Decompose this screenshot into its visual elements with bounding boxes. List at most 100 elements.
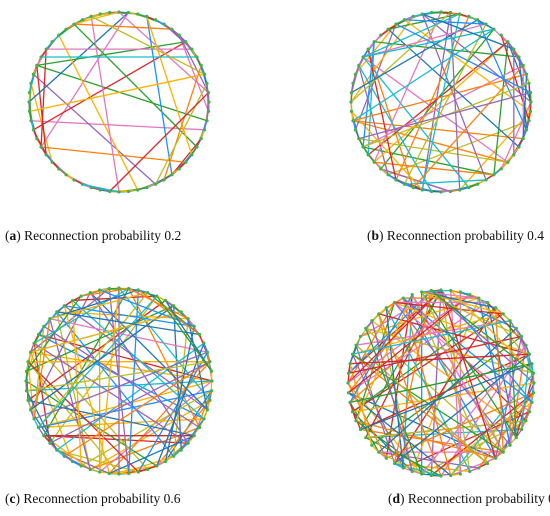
node — [202, 128, 207, 132]
edge — [362, 41, 375, 148]
node — [448, 189, 453, 194]
node — [524, 419, 528, 423]
node — [392, 461, 397, 466]
edge — [25, 295, 82, 372]
edge — [355, 294, 413, 422]
node — [492, 27, 496, 31]
edge — [393, 302, 511, 446]
node — [372, 160, 376, 164]
node — [508, 443, 512, 447]
node — [349, 100, 353, 104]
network — [24, 286, 214, 476]
node — [467, 14, 471, 19]
node — [508, 319, 512, 323]
caption: (c) Reconnection probability 0.6 — [5, 491, 180, 507]
edge — [73, 23, 172, 30]
node — [64, 27, 68, 31]
edge — [29, 73, 205, 113]
node — [162, 178, 166, 182]
node — [366, 153, 370, 157]
node — [28, 408, 33, 412]
node — [420, 290, 424, 294]
edge — [163, 65, 202, 181]
node — [79, 294, 83, 298]
edge — [362, 56, 470, 189]
node — [126, 10, 131, 15]
node — [420, 188, 424, 192]
edge — [80, 390, 212, 467]
node — [146, 467, 150, 472]
node — [117, 190, 121, 194]
node — [24, 379, 28, 383]
edge — [367, 48, 397, 181]
edge — [37, 427, 45, 437]
node — [163, 298, 168, 303]
node — [394, 22, 398, 26]
node — [349, 90, 354, 95]
node — [62, 304, 66, 308]
edge — [156, 295, 213, 372]
edge — [395, 16, 470, 181]
edge — [38, 390, 212, 429]
edge — [358, 91, 531, 140]
node — [530, 400, 534, 404]
node — [494, 456, 498, 460]
node — [358, 334, 363, 339]
edge — [82, 183, 120, 193]
edge — [355, 344, 488, 465]
node — [205, 81, 209, 85]
edge — [412, 64, 524, 189]
edge — [178, 34, 210, 112]
node — [184, 160, 188, 164]
node — [370, 443, 374, 447]
node — [379, 33, 383, 37]
node — [401, 296, 405, 300]
edge — [350, 65, 360, 93]
node — [361, 55, 365, 59]
node — [117, 286, 121, 290]
node — [136, 12, 140, 16]
node — [145, 14, 149, 19]
node — [357, 137, 361, 141]
edge — [128, 289, 139, 474]
caption-value: 0.6 — [163, 491, 181, 506]
node — [210, 379, 214, 383]
node — [205, 350, 210, 354]
edge — [56, 311, 175, 457]
edge — [36, 65, 47, 155]
edge — [25, 390, 58, 451]
caption-text: ) Reconnection probability — [16, 228, 165, 243]
node — [532, 381, 536, 385]
edge — [349, 353, 530, 365]
edge — [430, 290, 534, 374]
node — [88, 467, 92, 472]
edge — [89, 292, 189, 444]
edge — [360, 297, 480, 338]
node — [192, 324, 196, 328]
node — [394, 178, 398, 182]
edge — [49, 318, 208, 353]
node — [506, 160, 510, 164]
edge — [25, 380, 28, 391]
node — [348, 400, 352, 404]
node — [162, 22, 166, 26]
edge — [155, 82, 208, 185]
node — [439, 10, 443, 14]
node — [98, 470, 102, 474]
caption-label: c — [9, 491, 16, 506]
node — [177, 167, 181, 171]
edge — [30, 311, 182, 353]
caption-value: 0.8 — [548, 491, 550, 506]
edge — [352, 353, 488, 465]
edge — [421, 289, 451, 293]
edge — [43, 325, 200, 429]
node — [429, 189, 434, 194]
edge — [29, 342, 35, 353]
edge — [347, 294, 471, 384]
network — [349, 10, 533, 194]
node — [506, 40, 510, 44]
node — [186, 317, 190, 321]
edge — [187, 318, 195, 327]
node — [384, 306, 388, 310]
node — [145, 185, 149, 190]
